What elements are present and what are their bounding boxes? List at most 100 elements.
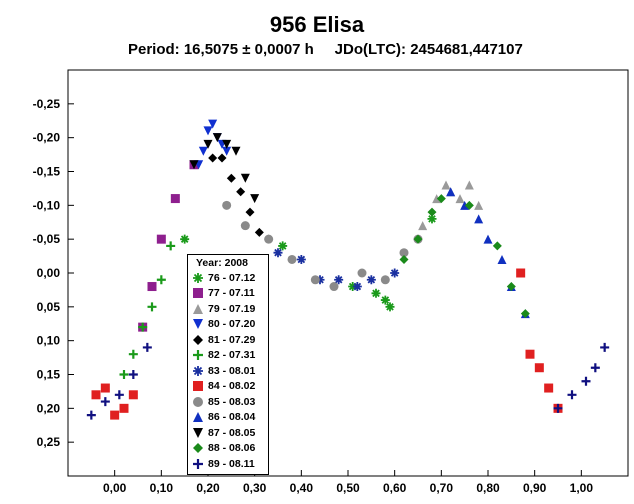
series-group [273,248,400,292]
data-point [544,383,554,393]
data-point [156,234,166,244]
data-point [222,146,232,156]
legend-item: 81 - 07.29 [192,333,255,346]
series-group [446,187,530,319]
data-point [296,254,306,264]
data-point [460,200,470,210]
legend-label: 80 - 07.20 [208,318,256,330]
data-point [142,342,152,352]
x-tick-label: 0,50 [336,481,360,495]
x-tick-label: 0,70 [430,481,454,495]
data-point [427,214,437,224]
data-point [474,214,484,224]
data-point [156,275,166,285]
data-point [371,288,381,298]
data-point [193,396,203,407]
x-tick-label: 0,90 [523,481,547,495]
data-point [455,194,465,204]
data-point [310,275,320,285]
legend-marker-icon [193,443,203,453]
data-point [240,221,250,231]
data-point [212,133,222,143]
legend-marker-icon [193,350,203,360]
data-point [86,410,96,420]
x-tick-label: 0,10 [150,481,174,495]
legend-marker-icon [193,303,203,314]
data-point [399,254,409,264]
chart-subtitle: Period: 16,5075 ± 0,0007 h JDo(LTC): 245… [128,41,523,58]
legend-label: 87 - 08.05 [208,426,256,439]
data-point [217,153,227,163]
series-group [208,153,274,244]
legend-marker-icon [193,319,203,329]
data-point [119,370,129,379]
y-tick-label: 0,10 [37,334,61,348]
data-point [119,403,129,413]
data-point [193,272,203,283]
data-point [250,194,260,204]
legend-item: 82 - 07.31 [192,349,255,362]
data-point [464,200,474,210]
data-point [581,376,591,386]
data-point [418,221,428,231]
data-point [231,146,241,156]
data-point [516,268,526,278]
data-point [525,349,535,359]
data-point [254,227,264,237]
legend-marker-icon [193,427,203,438]
legend-marker-icon [193,458,203,469]
data-point [91,390,101,400]
legend-marker-icon [193,334,203,345]
data-point [446,187,456,197]
data-point [100,397,110,407]
series-group [189,133,260,204]
data-point [193,303,203,314]
data-point [147,302,157,312]
legend-label: 81 - 07.29 [208,333,256,346]
data-point [390,268,400,278]
y-tick-label: 0,00 [37,266,61,280]
chart-title: 956 Elisa [269,12,365,37]
legend-item: 86 - 08.04 [192,411,255,424]
data-point [474,200,484,210]
legend-item: 88 - 08.06 [192,442,255,455]
data-point [193,350,203,360]
data-point [128,349,138,359]
data-point [193,443,203,453]
data-point [100,383,110,393]
y-tick-label: 0,15 [37,368,61,382]
y-tick-label: 0,05 [37,300,61,314]
legend-label: 88 - 08.06 [208,442,256,454]
data-point [193,427,203,438]
series-group [86,342,610,420]
legend-item: 83 - 08.01 [192,364,255,377]
legend-label: 89 - 08.11 [208,457,255,470]
legend-item: 87 - 08.05 [192,426,255,439]
data-point [193,381,203,391]
y-tick-label: -0,10 [33,198,61,212]
data-point [329,282,339,292]
legend-item: 85 - 08.03 [192,395,255,408]
data-point [226,173,236,183]
data-point [128,370,138,379]
legend-marker-icon [193,365,203,376]
legend-label: 79 - 07.19 [208,302,256,315]
legend-label: 83 - 08.01 [208,364,256,377]
x-tick-label: 0,20 [196,481,220,495]
x-tick-label: 0,40 [290,481,314,495]
data-point [483,234,493,244]
data-point [193,288,203,298]
data-point [432,194,442,204]
legend-label: 85 - 08.03 [208,395,256,408]
data-point [240,173,250,183]
data-point [110,410,120,420]
legend-item: 77 - 07.11 [192,287,255,300]
data-point [193,365,203,376]
y-tick-label: -0,15 [33,165,61,179]
data-point [273,248,283,258]
legend-label: 84 - 08.02 [208,380,256,392]
data-point [114,390,124,400]
data-point [399,248,409,258]
legend-item: 76 - 07.12 [192,271,255,284]
